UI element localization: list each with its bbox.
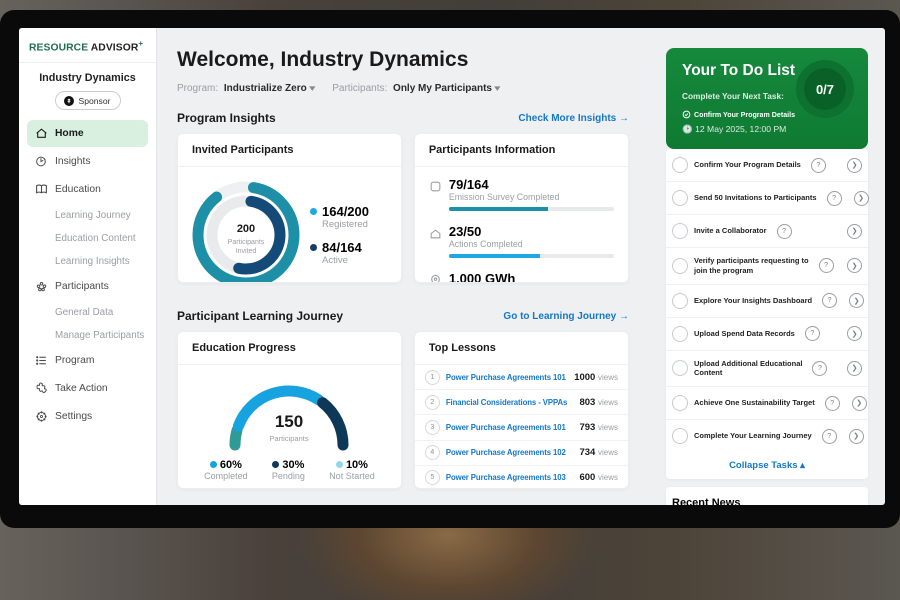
svg-text:Participants: Participants <box>228 239 265 246</box>
svg-text:200: 200 <box>237 223 255 235</box>
svg-text:Participants: Participants <box>270 434 309 443</box>
svg-text:Invited: Invited <box>236 248 257 255</box>
svg-text:150: 150 <box>275 412 303 431</box>
